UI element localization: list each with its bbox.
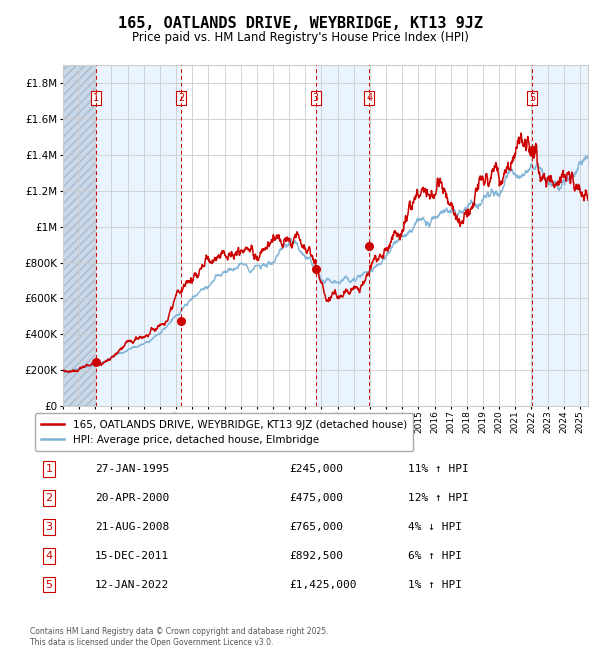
Text: £475,000: £475,000 <box>289 493 343 503</box>
Text: Price paid vs. HM Land Registry's House Price Index (HPI): Price paid vs. HM Land Registry's House … <box>131 31 469 44</box>
Text: 1% ↑ HPI: 1% ↑ HPI <box>408 580 462 590</box>
Text: £765,000: £765,000 <box>289 522 343 532</box>
Text: 2: 2 <box>178 93 184 103</box>
Text: 3: 3 <box>46 522 52 532</box>
Text: 5: 5 <box>529 93 535 103</box>
Legend: 165, OATLANDS DRIVE, WEYBRIDGE, KT13 9JZ (detached house), HPI: Average price, d: 165, OATLANDS DRIVE, WEYBRIDGE, KT13 9JZ… <box>35 413 413 451</box>
Text: 20-APR-2000: 20-APR-2000 <box>95 493 169 503</box>
Text: £892,500: £892,500 <box>289 551 343 561</box>
Text: 2: 2 <box>46 493 52 503</box>
Text: 21-AUG-2008: 21-AUG-2008 <box>95 522 169 532</box>
Text: 3: 3 <box>313 93 319 103</box>
Text: £1,425,000: £1,425,000 <box>289 580 356 590</box>
Text: 4: 4 <box>46 551 52 561</box>
Text: 165, OATLANDS DRIVE, WEYBRIDGE, KT13 9JZ: 165, OATLANDS DRIVE, WEYBRIDGE, KT13 9JZ <box>118 16 482 31</box>
Text: 6% ↑ HPI: 6% ↑ HPI <box>408 551 462 561</box>
Text: 5: 5 <box>46 580 52 590</box>
Text: 11% ↑ HPI: 11% ↑ HPI <box>408 464 469 474</box>
Text: 12-JAN-2022: 12-JAN-2022 <box>95 580 169 590</box>
Text: 4% ↓ HPI: 4% ↓ HPI <box>408 522 462 532</box>
Text: 4: 4 <box>366 93 373 103</box>
Text: Contains HM Land Registry data © Crown copyright and database right 2025.
This d: Contains HM Land Registry data © Crown c… <box>30 627 329 647</box>
Text: 27-JAN-1995: 27-JAN-1995 <box>95 464 169 474</box>
Text: £245,000: £245,000 <box>289 464 343 474</box>
Bar <box>532 65 588 406</box>
Text: 1: 1 <box>46 464 52 474</box>
Bar <box>316 65 369 406</box>
Text: 12% ↑ HPI: 12% ↑ HPI <box>408 493 469 503</box>
Bar <box>63 65 97 406</box>
Text: 1: 1 <box>94 93 100 103</box>
Text: 15-DEC-2011: 15-DEC-2011 <box>95 551 169 561</box>
Bar <box>97 65 181 406</box>
